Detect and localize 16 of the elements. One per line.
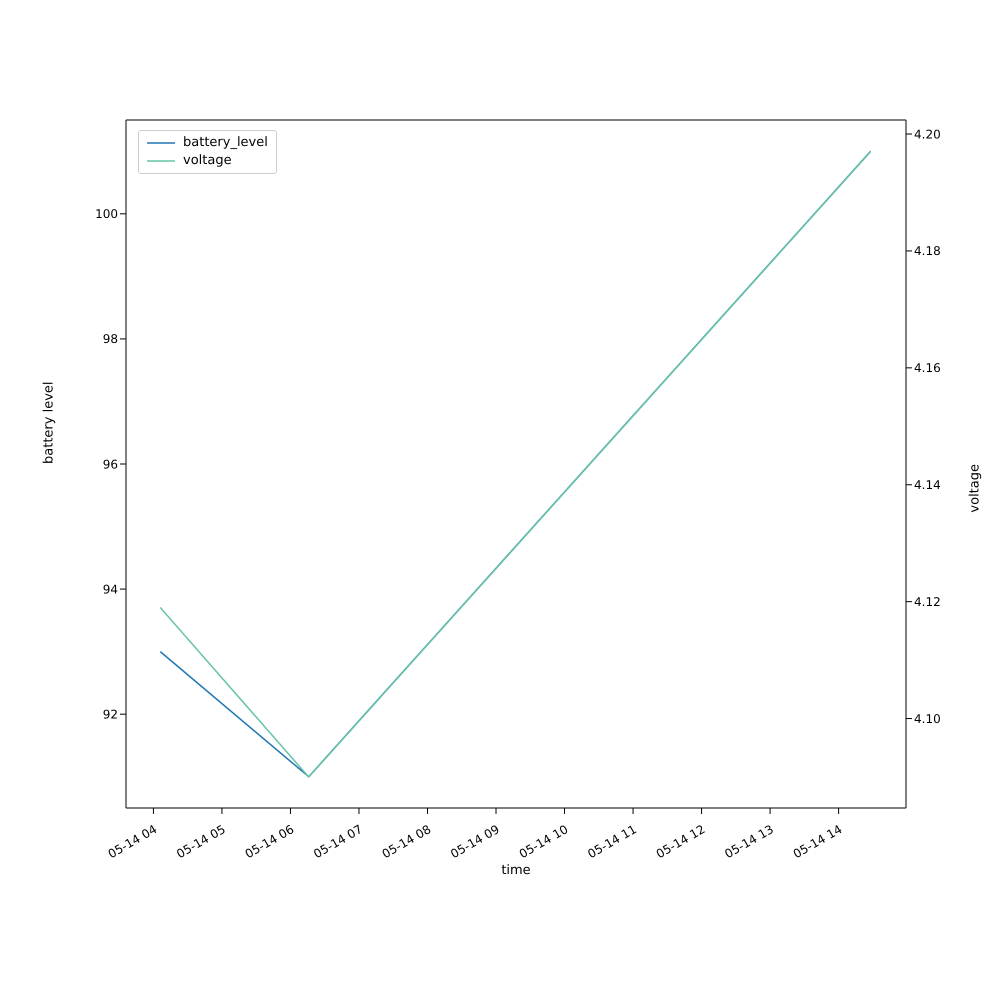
y2-tick-label: 4.16	[914, 361, 941, 376]
y-tick-label: 96	[102, 457, 118, 472]
y2-tick-label: 4.20	[914, 127, 941, 142]
y2-tick-label: 4.10	[914, 712, 941, 726]
y2-axis-title: voltage	[968, 464, 983, 513]
legend-label: battery_level	[183, 134, 268, 152]
y-axis-title: battery level	[42, 382, 57, 464]
y-tick-label: 98	[102, 332, 118, 346]
y2-tick-label: 4.12	[914, 594, 941, 609]
y-tick-label: 92	[102, 707, 118, 722]
y-tick-label: 100	[95, 207, 118, 222]
y2-tick-label: 4.18	[914, 244, 941, 258]
x-axis-title: time	[501, 863, 531, 878]
y-tick-label: 94	[102, 582, 118, 596]
legend-label: voltage	[183, 152, 232, 170]
y2-tick-label: 4.14	[914, 478, 941, 492]
